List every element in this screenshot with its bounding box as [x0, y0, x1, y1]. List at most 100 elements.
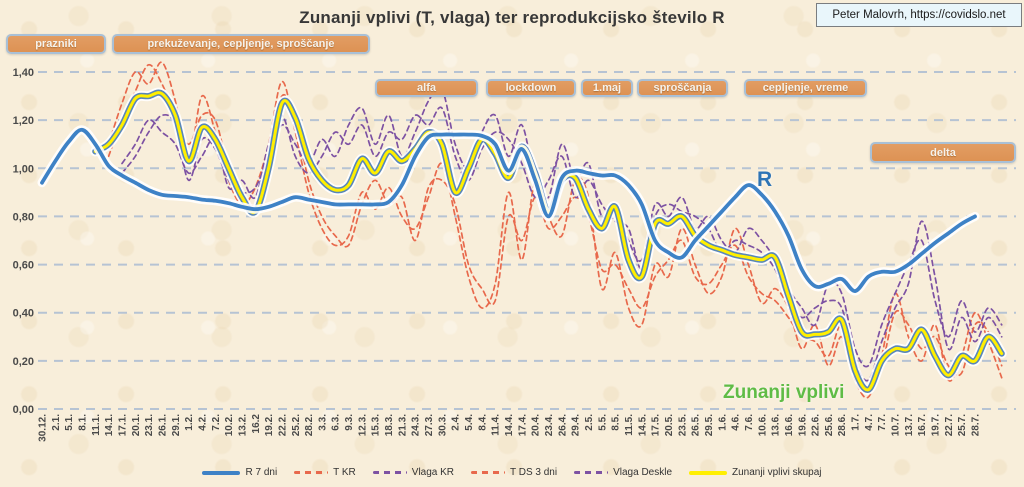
legend-swatch-t-ds-3-dni — [471, 471, 506, 474]
annotation-pill-preku-evanje-cepljenje-spro-anje: prekuževanje, cepljenje, sproščanje — [112, 34, 370, 54]
annotation-pill-spro-anja: sproščanja — [637, 79, 728, 97]
y-tick-label: 1,20 — [13, 115, 34, 127]
x-tick-label: 20.1. — [131, 414, 142, 436]
legend-swatch-vlaga-kr — [372, 471, 407, 474]
y-tick-label: 1,40 — [13, 67, 34, 79]
series-line-vlaga-kr — [121, 85, 1003, 368]
legend-item-t-kr: T KR — [294, 467, 356, 478]
series-line-zunanji-vplivi-skupaj — [93, 91, 1004, 392]
series-line-t-ds-3-dni — [107, 63, 1003, 391]
x-tick-label: 28.2. — [304, 414, 315, 436]
x-tick-label: 1.6. — [717, 414, 728, 431]
y-tick-label: 0,80 — [13, 211, 34, 223]
x-tick-label: 30.12. — [38, 414, 49, 442]
x-tick-label: 2.4. — [451, 414, 462, 431]
annotation-text-zunanji-vplivi: Zunanji vplivi — [723, 382, 845, 403]
legend-label: T KR — [333, 467, 356, 478]
legend-item-vlaga-deskle: Vlaga Deskle — [574, 467, 672, 478]
x-tick-label: 7.7. — [877, 414, 888, 431]
legend-label: R 7 dni — [245, 467, 278, 478]
x-tick-label: 25.6. — [824, 414, 835, 436]
x-tick-label: 21.3. — [397, 414, 408, 436]
x-tick-label: 28.7. — [971, 414, 982, 436]
x-tick-label: 14.5. — [637, 414, 648, 436]
x-tick-label: 24.3. — [411, 414, 422, 436]
x-tick-label: 13.2. — [237, 414, 248, 436]
x-tick-label: 19.2. — [264, 414, 275, 436]
x-tick-label: 13.6. — [771, 414, 782, 436]
annotation-pill-prazniki: prazniki — [6, 34, 106, 54]
y-tick-label: 0,20 — [13, 356, 34, 368]
x-tick-label: 1.7. — [851, 414, 862, 431]
x-tick-label: 19.6. — [797, 414, 808, 436]
annotation-pill-lockdown: lockdown — [486, 79, 576, 97]
x-tick-label: 7.6. — [744, 414, 755, 431]
y-axis-labels: 0,00 0,20 0,40 0,60 0,80 1,00 1,20 1,40 — [13, 67, 34, 416]
annotation-pill-delta: delta — [870, 142, 1016, 163]
x-tick-label: 6.3. — [331, 414, 342, 431]
x-tick-label: 5.5. — [597, 414, 608, 431]
x-tick-label: 11.4. — [491, 414, 502, 436]
legend: R 7 dni T KR Vlaga KR T DS 3 dni Vlaga Deskl… — [0, 467, 1024, 478]
x-tick-label: 7.2. — [211, 414, 222, 431]
x-tick-label: 26.5. — [691, 414, 702, 436]
series-lines — [37, 61, 1007, 399]
legend-label: T DS 3 dni — [510, 467, 558, 478]
x-tick-label: 15.3. — [371, 414, 382, 436]
legend-item-r-7-dni: R 7 dni — [202, 467, 277, 478]
x-tick-label: 22.7. — [944, 414, 955, 436]
x-tick-label: 14.1. — [104, 414, 115, 436]
x-tick-label: 23.5. — [677, 414, 688, 436]
legend-item-vlaga-kr: Vlaga KR — [372, 467, 455, 478]
x-tick-label: 25.2. — [291, 414, 302, 436]
x-tick-label: 29.4. — [571, 414, 582, 436]
x-tick-label: 10.7. — [891, 414, 902, 436]
x-tick-label: 18.3. — [384, 414, 395, 436]
x-tick-label: 17.4. — [517, 414, 528, 436]
x-tick-label: 12.3. — [357, 414, 368, 436]
x-tick-label: 2.1. — [51, 414, 62, 431]
x-tick-label: 16.2 — [251, 414, 262, 434]
x-tick-label: 8.1. — [77, 414, 88, 431]
x-tick-label: 20.4. — [531, 414, 542, 436]
x-tick-label: 1.2. — [184, 414, 195, 431]
x-tick-label: 16.7. — [917, 414, 928, 436]
y-tick-label: 1,00 — [13, 163, 34, 175]
x-tick-label: 19.7. — [931, 414, 942, 436]
legend-label: Vlaga Deskle — [613, 467, 673, 478]
y-tick-label: 0,00 — [13, 404, 34, 416]
x-tick-label: 9.3. — [344, 414, 355, 431]
x-tick-label: 25.7. — [957, 414, 968, 436]
legend-swatch-vlaga-deskle — [574, 471, 609, 474]
x-tick-label: 8.5. — [611, 414, 622, 431]
annotation-pill-cepljenje-vreme: cepljenje, vreme — [744, 79, 867, 97]
x-tick-label: 26.4. — [557, 414, 568, 436]
x-tick-label: 16.6. — [784, 414, 795, 436]
gridlines — [38, 71, 1016, 410]
x-axis-labels: 30.12. 2.1. 5.1. 8.1. 11.1. 14.1. 17.1. 20.1. 23… — [38, 414, 982, 442]
x-tick-label: 27.3. — [424, 414, 435, 436]
x-tick-label: 30.3. — [437, 414, 448, 436]
annotation-text-r: R — [757, 168, 773, 191]
series-line-zunanji-vplivi-skupaj — [92, 89, 1005, 393]
x-tick-label: 22.2. — [277, 414, 288, 436]
annotation-pill-1-maj: 1.maj — [581, 79, 633, 97]
x-tick-label: 4.2. — [197, 414, 208, 431]
legend-label: Zunanji vplivi skupaj — [732, 467, 822, 478]
legend-item-t-ds-3-dni: T DS 3 dni — [471, 467, 557, 478]
x-tick-label: 11.5. — [624, 414, 635, 436]
legend-label: Vlaga KR — [411, 467, 455, 478]
legend-item-zunanji-vplivi-skupaj: Zunanji vplivi skupaj — [689, 467, 822, 478]
x-tick-label: 3.3. — [317, 414, 328, 431]
x-tick-label: 5.4. — [464, 414, 475, 431]
x-tick-label: 22.6. — [811, 414, 822, 436]
series-line-zunanji-vplivi-skupaj — [90, 87, 1007, 395]
x-tick-label: 2.5. — [584, 414, 595, 431]
x-tick-label: 10.6. — [757, 414, 768, 436]
x-tick-label: 14.4. — [504, 414, 515, 436]
y-tick-label: 0,40 — [13, 308, 34, 320]
x-tick-label: 13.7. — [904, 414, 915, 436]
x-tick-label: 29.1. — [171, 414, 182, 436]
